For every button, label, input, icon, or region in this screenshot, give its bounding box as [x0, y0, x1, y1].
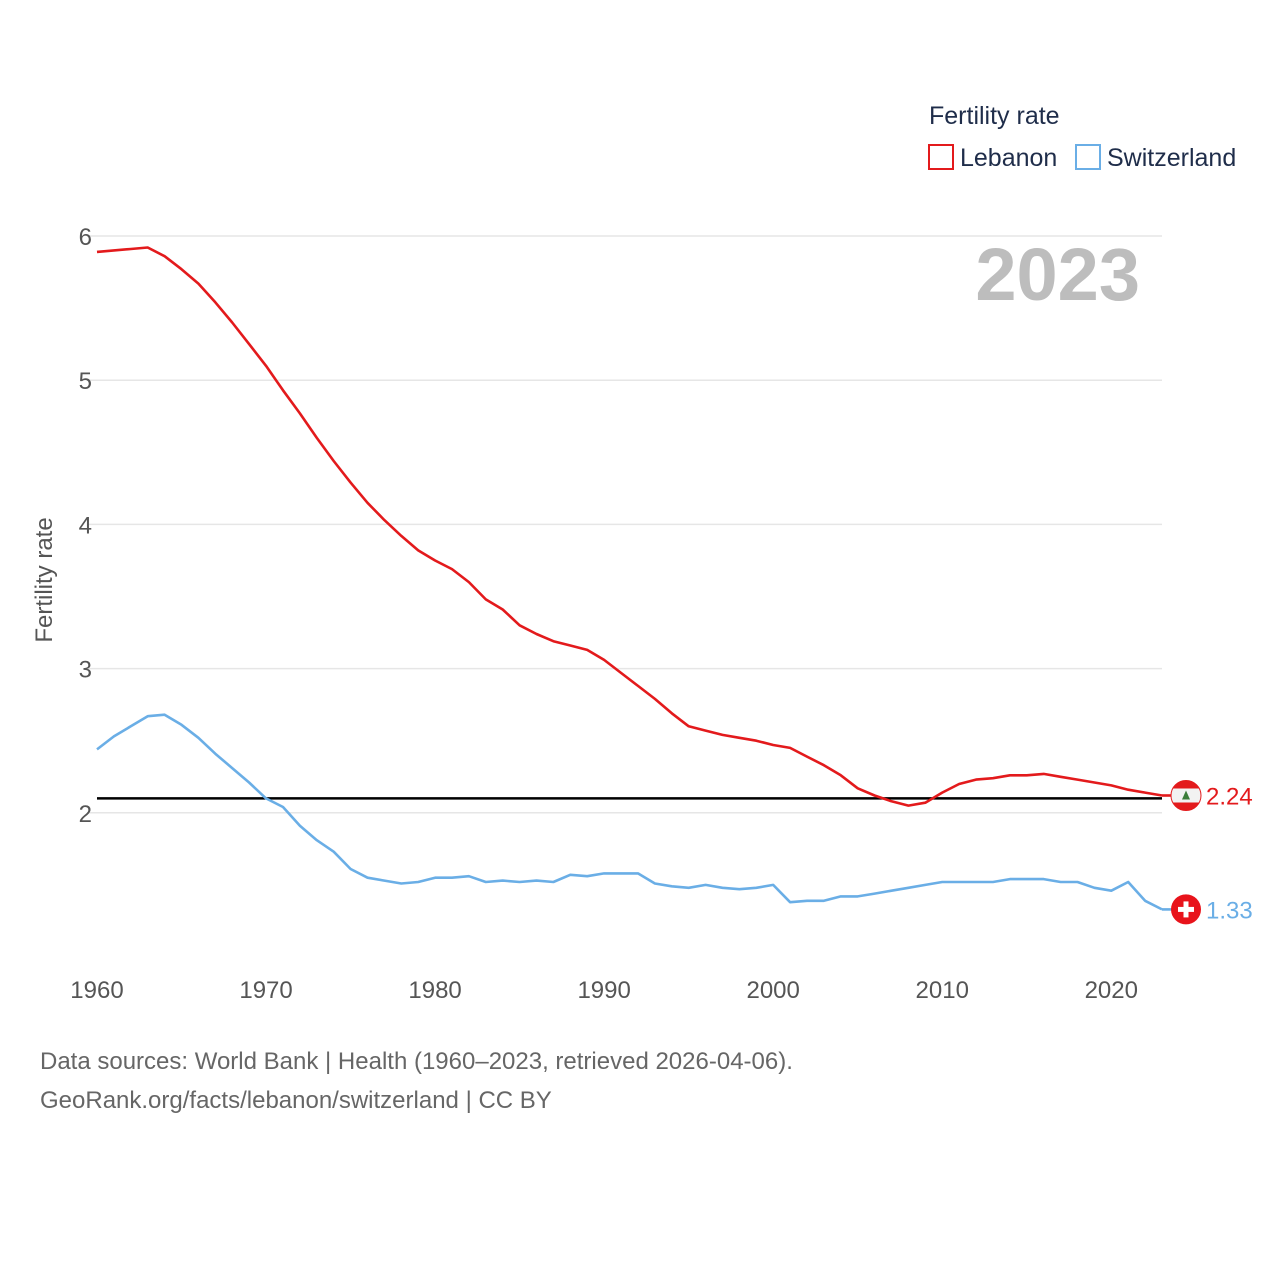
end-value-label-lebanon: 2.24	[1206, 783, 1253, 810]
x-tick-label: 1980	[408, 977, 461, 1004]
end-value-label-switzerland: 1.33	[1206, 897, 1253, 924]
switzerland-flag-icon	[1171, 894, 1201, 925]
x-tick-label: 1990	[577, 977, 630, 1004]
series-lines	[96, 246, 1163, 911]
series-line-switzerland	[96, 713, 1163, 911]
x-tick-label: 2000	[746, 977, 799, 1004]
y-tick-label: 2	[79, 801, 92, 828]
legend-item-lebanon[interactable]: Lebanon	[928, 144, 1057, 172]
series-line-lebanon	[96, 246, 1163, 807]
chart: 2 3 4 5 6 1960 1970 1980 1990 2000 2010 2020 Ferti…	[31, 102, 1253, 1004]
legend-swatch	[928, 144, 954, 170]
y-axis-ticks: 2 3 4 5 6	[79, 224, 92, 828]
source-line: Data sources: World Bank | Health (1960–…	[40, 1048, 793, 1075]
y-tick-label: 6	[79, 224, 92, 251]
source-note: Data sources: World Bank | Health (1960–…	[40, 1042, 793, 1120]
x-tick-label: 2020	[1085, 977, 1138, 1004]
year-label: 2023	[975, 233, 1140, 316]
x-tick-label: 1960	[70, 977, 123, 1004]
y-tick-label: 5	[79, 368, 92, 395]
end-markers: 2.24 1.33	[1162, 779, 1253, 925]
y-tick-label: 4	[79, 512, 92, 539]
legend-swatch	[1075, 144, 1101, 170]
y-axis-title: Fertility rate	[31, 517, 58, 642]
legend-title: Fertility rate	[929, 102, 1060, 130]
legend-label: Lebanon	[960, 144, 1057, 172]
legend-items: Lebanon Switzerland	[928, 144, 1236, 172]
x-tick-label: 2010	[916, 977, 969, 1004]
x-tick-label: 1970	[239, 977, 292, 1004]
x-axis-ticks: 1960 1970 1980 1990 2000 2010 2020	[70, 977, 1138, 1004]
credit-line: GeoRank.org/facts/lebanon/switzerland | …	[40, 1087, 552, 1114]
legend-label: Switzerland	[1107, 144, 1236, 172]
legend-item-switzerland[interactable]: Switzerland	[1075, 144, 1236, 172]
grid	[87, 235, 1162, 814]
legend: Fertility rate Lebanon Switzerland	[928, 102, 1236, 172]
y-tick-label: 3	[79, 657, 92, 684]
lebanon-flag-icon	[1170, 779, 1202, 811]
